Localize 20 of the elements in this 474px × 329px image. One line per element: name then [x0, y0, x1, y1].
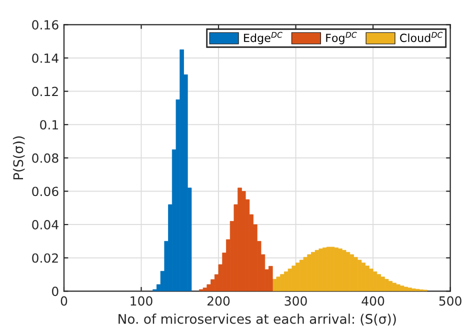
y-tick-label: 0.14: [32, 53, 58, 63]
x-tick-label: 300: [284, 296, 307, 306]
y-tick-label: 0.08: [32, 153, 58, 163]
y-tick-label: 0.06: [32, 186, 58, 196]
legend-label: Cloud$^{DC}$: [400, 32, 443, 42]
y-tick-label: 0.12: [32, 86, 58, 96]
y-tick-label: 0.04: [32, 220, 58, 230]
legend-label: Edge$^{DC}$: [244, 32, 282, 44]
y-tick-label: 0.1: [40, 120, 58, 130]
x-tick-label: 200: [208, 296, 230, 306]
x-tick-label: 400: [362, 296, 384, 306]
x-axis-title: No. of microservices at each arrival: (S(σ)): [118, 314, 396, 326]
y-tick-label: 0: [52, 286, 58, 296]
x-tick-label: 500: [439, 296, 462, 306]
x-tick-label: 0: [60, 296, 68, 306]
y-tick-label: 0.16: [32, 20, 58, 30]
legend-label: Fog$^{DC}$: [326, 32, 357, 44]
x-tick-label: 100: [130, 296, 152, 306]
y-axis-title: P(S(σ)): [12, 136, 25, 180]
y-tick-label: 0.02: [32, 253, 58, 263]
